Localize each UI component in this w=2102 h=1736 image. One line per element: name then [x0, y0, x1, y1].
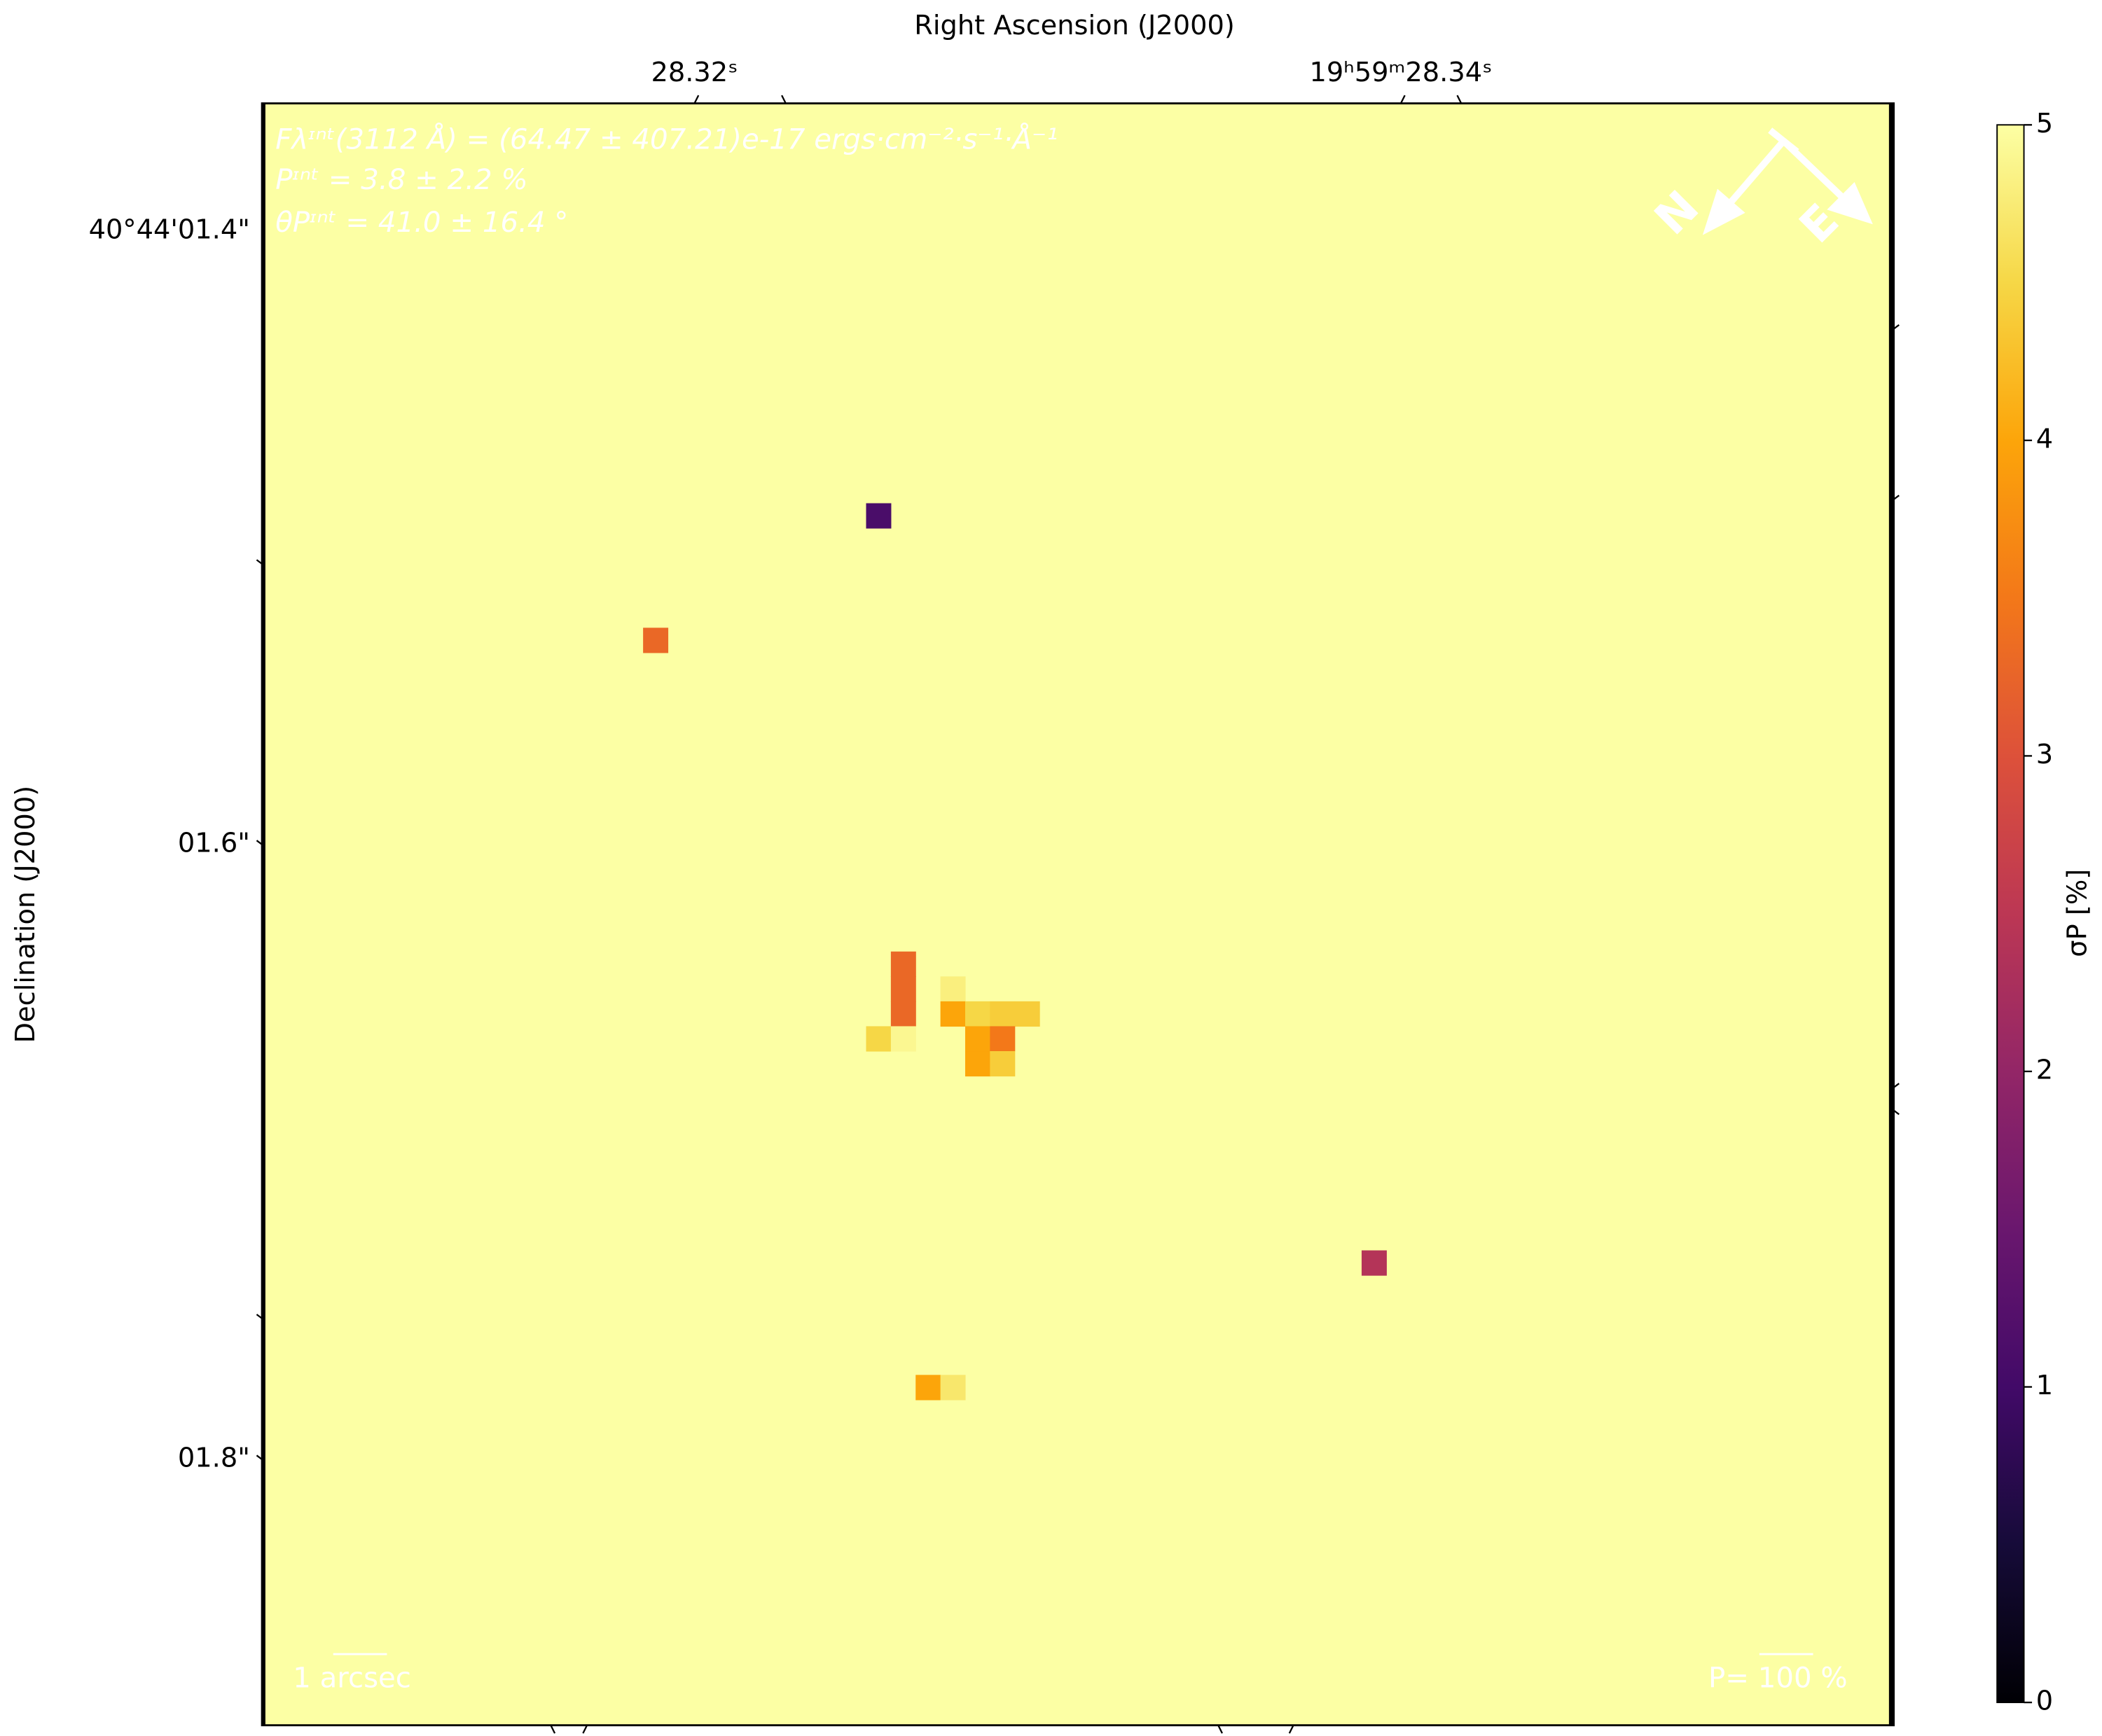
- cell: [1014, 1001, 1040, 1027]
- y-tick-label: 01.8": [178, 1443, 250, 1474]
- cell: [990, 1001, 1016, 1027]
- colorbar: [1996, 124, 2025, 1704]
- cell: [915, 1375, 941, 1401]
- tick-marks: [256, 95, 1900, 1734]
- cell: [890, 976, 916, 1002]
- cell: [990, 1051, 1016, 1077]
- annotation: Pᶦⁿᵗ = 3.8 ± 2.2 %: [275, 164, 527, 196]
- colorbar-label: σP [%]: [2062, 869, 2094, 957]
- x-axis-label: Right Ascension (J2000): [914, 10, 1235, 41]
- y-tick-label: 01.6": [178, 827, 250, 859]
- cell: [1361, 1250, 1387, 1276]
- colorbar-tick-label: 2: [2036, 1054, 2053, 1085]
- annotation: Fλᶦⁿᵗ(3112 Å) = (64.47 ± 407.21)e-17 erg…: [275, 122, 1058, 155]
- annotation: θPᶦⁿᵗ = 41.0 ± 16.4 °: [275, 207, 568, 239]
- colorbar-tick-label: 1: [2036, 1370, 2053, 1401]
- background: [262, 103, 1894, 1725]
- colorbar-tick-label: 4: [2036, 423, 2053, 454]
- x-tick-label: 28.32ˢ: [651, 57, 738, 88]
- cell: [940, 1375, 966, 1401]
- cell: [866, 503, 892, 529]
- cell: [890, 951, 916, 977]
- compass: [1702, 127, 1873, 235]
- plot-area: [262, 103, 1894, 1725]
- vector-scale-label: P= 100 %: [1708, 1662, 1848, 1694]
- cell: [890, 1001, 916, 1027]
- cell: [866, 1026, 892, 1052]
- colorbar-tick-label: 5: [2036, 108, 2053, 139]
- y-tick-label: 40°44'01.4": [89, 214, 250, 245]
- cell: [890, 1026, 916, 1052]
- colorbar-tick-label: 0: [2036, 1686, 2053, 1717]
- cell: [964, 1026, 990, 1052]
- cell: [964, 1001, 990, 1027]
- y-axis-label: Declination (J2000): [10, 786, 41, 1043]
- cell: [643, 627, 669, 653]
- scale-label: 1 arcsec: [293, 1662, 411, 1694]
- x-tick-label: 19ʰ59ᵐ28.34ˢ: [1309, 57, 1492, 88]
- colorbar-tick-label: 3: [2036, 739, 2053, 770]
- cell: [940, 976, 966, 1002]
- cell: [940, 1001, 966, 1027]
- cell: [990, 1026, 1016, 1052]
- cell: [964, 1051, 990, 1077]
